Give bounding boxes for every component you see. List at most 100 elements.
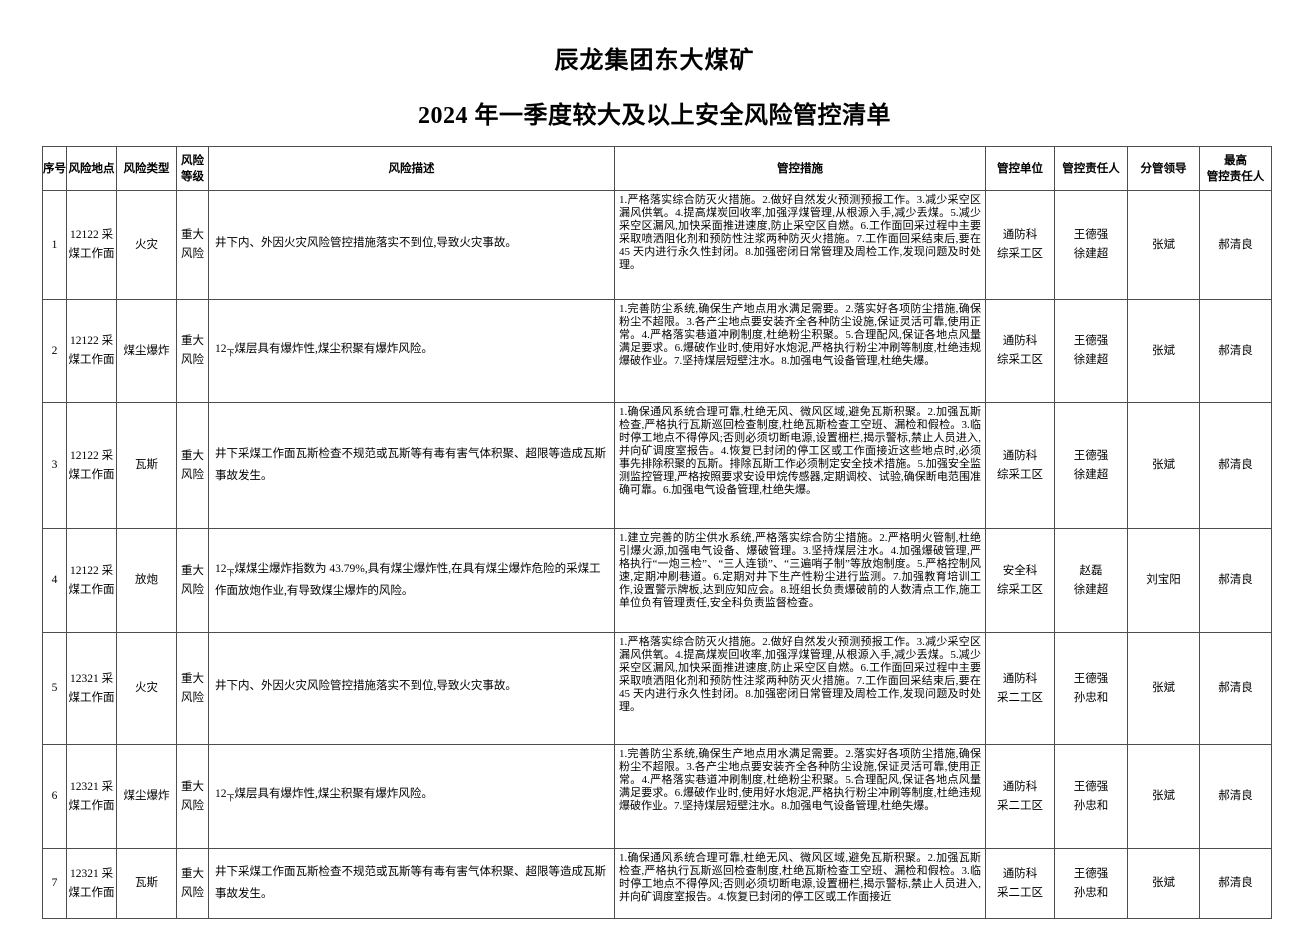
risk-type: 煤尘爆炸 — [116, 744, 177, 849]
control-responsible: 王德强 徐建超 — [1054, 402, 1128, 529]
risk-description-text: 井下内、外因火灾风险管控措施落实不到位,导致火灾事故。 — [215, 236, 517, 249]
risk-description: 12下煤层具有爆炸性,煤尘积聚有爆炸风险。 — [208, 299, 615, 403]
risk-control-table: 序号 风险地点 风险类型 风险等级 风险描述 管控措施 管控单位 管控责任人 分… — [42, 146, 1272, 919]
control-unit: 通防科 采二工区 — [985, 744, 1055, 849]
table-row: 3 12122 采煤工作面 瓦斯 重大风险 井下采煤工作面瓦斯检查不规范或瓦斯等… — [42, 402, 1272, 529]
risk-type: 火灾 — [116, 190, 177, 300]
seam-number: 12 — [215, 788, 227, 801]
control-unit: 通防科 综采工区 — [985, 190, 1055, 300]
control-responsible: 赵磊 徐建超 — [1054, 528, 1128, 633]
control-unit: 通防科 综采工区 — [985, 299, 1055, 403]
seam-number: 12 — [215, 342, 227, 355]
risk-type: 放炮 — [116, 528, 177, 633]
risk-location: 12122 采煤工作面 — [66, 402, 117, 529]
top-responsible: 郝清良 — [1199, 299, 1272, 403]
risk-location: 12122 采煤工作面 — [66, 190, 117, 300]
risk-description-text: 煤煤尘爆炸指数为 43.79%,具有煤尘爆炸性,在具有煤尘爆炸危险的采煤工作面放… — [215, 562, 601, 598]
table-row: 4 12122 采煤工作面 放炮 重大风险 12下煤煤尘爆炸指数为 43.79%… — [42, 528, 1272, 633]
risk-location: 12321 采煤工作面 — [66, 744, 117, 849]
division-leader: 张斌 — [1127, 190, 1200, 300]
risk-level: 重大风险 — [176, 848, 209, 919]
top-responsible: 郝清良 — [1199, 402, 1272, 529]
seam-subscript: 下 — [226, 568, 235, 578]
control-measures: 1.确保通风系统合理可靠,杜绝无风、微风区域,避免瓦斯积聚。2.加强瓦斯检查,严… — [614, 402, 986, 529]
row-number: 3 — [42, 402, 67, 529]
control-measures-text: 1.完善防尘系统,确保生产地点用水满足需要。2.落实好各项防尘措施,确保粉尘不超… — [619, 303, 981, 367]
risk-level: 重大风险 — [176, 299, 209, 403]
header-row: 序号 风险地点 风险类型 风险等级 风险描述 管控措施 管控单位 管控责任人 分… — [42, 146, 1272, 191]
table-row: 1 12122 采煤工作面 火灾 重大风险 井下内、外因火灾风险管控措施落实不到… — [42, 190, 1272, 300]
top-responsible: 郝清良 — [1199, 848, 1272, 919]
risk-level: 重大风险 — [176, 190, 209, 300]
header-location: 风险地点 — [66, 146, 117, 191]
control-measures-text: 1.严格落实综合防灭火措施。2.做好自然发火预测预报工作。3.减少采空区漏风供氧… — [619, 194, 981, 271]
control-responsible: 王德强 徐建超 — [1054, 190, 1128, 300]
header-no: 序号 — [42, 146, 67, 191]
division-leader: 张斌 — [1127, 744, 1200, 849]
control-measures-text: 1.确保通风系统合理可靠,杜绝无风、微风区域,避免瓦斯积聚。2.加强瓦斯检查,严… — [619, 852, 981, 903]
division-leader: 刘宝阳 — [1127, 528, 1200, 633]
top-responsible: 郝清良 — [1199, 528, 1272, 633]
header-type: 风险类型 — [116, 146, 177, 191]
risk-description: 井下内、外因火灾风险管控措施落实不到位,导致火灾事故。 — [208, 632, 615, 745]
control-responsible: 王德强 徐建超 — [1054, 299, 1128, 403]
header-responsible: 管控责任人 — [1054, 146, 1128, 191]
risk-description: 12下煤层具有爆炸性,煤尘积聚有爆炸风险。 — [208, 744, 615, 849]
risk-type: 瓦斯 — [116, 848, 177, 919]
control-measures: 1.严格落实综合防灭火措施。2.做好自然发火预测预报工作。3.减少采空区漏风供氧… — [614, 632, 986, 745]
risk-level: 重大风险 — [176, 402, 209, 529]
document-title: 辰龙集团东大煤矿 — [554, 48, 755, 74]
division-leader: 张斌 — [1127, 402, 1200, 529]
risk-type: 煤尘爆炸 — [116, 299, 177, 403]
row-number: 7 — [42, 848, 67, 919]
risk-level: 重大风险 — [176, 632, 209, 745]
header-description: 风险描述 — [208, 146, 615, 191]
row-number: 5 — [42, 632, 67, 745]
control-unit: 通防科 综采工区 — [985, 402, 1055, 529]
row-number: 2 — [42, 299, 67, 403]
seam-number: 12 — [215, 562, 227, 575]
risk-description-text: 井下采煤工作面瓦斯检查不规范或瓦斯等有毒有害气体积聚、超限等造成瓦斯事故发生。 — [215, 865, 606, 901]
risk-description-text: 煤层具有爆炸性,煤尘积聚有爆炸风险。 — [234, 788, 433, 801]
table-row: 6 12321 采煤工作面 煤尘爆炸 重大风险 12下煤层具有爆炸性,煤尘积聚有… — [42, 744, 1272, 849]
control-measures-text: 1.建立完善的防尘供水系统,严格落实综合防尘措施。2.严格明火管制,杜绝引爆火源… — [619, 532, 981, 609]
division-leader: 张斌 — [1127, 632, 1200, 745]
table-row: 5 12321 采煤工作面 火灾 重大风险 井下内、外因火灾风险管控措施落实不到… — [42, 632, 1272, 745]
seam-subscript: 下 — [226, 793, 235, 803]
risk-description: 井下采煤工作面瓦斯检查不规范或瓦斯等有毒有害气体积聚、超限等造成瓦斯事故发生。 — [208, 848, 615, 919]
header-measures: 管控措施 — [614, 146, 986, 191]
risk-location: 12122 采煤工作面 — [66, 528, 117, 633]
risk-description: 井下采煤工作面瓦斯检查不规范或瓦斯等有毒有害气体积聚、超限等造成瓦斯事故发生。 — [208, 402, 615, 529]
control-measures: 1.严格落实综合防灭火措施。2.做好自然发火预测预报工作。3.减少采空区漏风供氧… — [614, 190, 986, 300]
division-leader: 张斌 — [1127, 299, 1200, 403]
risk-level: 重大风险 — [176, 528, 209, 633]
header-leader: 分管领导 — [1127, 146, 1200, 191]
risk-description-text: 井下内、外因火灾风险管控措施落实不到位,导致火灾事故。 — [215, 680, 517, 693]
control-measures: 1.完善防尘系统,确保生产地点用水满足需要。2.落实好各项防尘措施,确保粉尘不超… — [614, 299, 986, 403]
control-measures: 1.完善防尘系统,确保生产地点用水满足需要。2.落实好各项防尘措施,确保粉尘不超… — [614, 744, 986, 849]
control-responsible: 王德强 孙忠和 — [1054, 632, 1128, 745]
division-leader: 张斌 — [1127, 848, 1200, 919]
seam-subscript: 下 — [226, 348, 235, 358]
top-responsible: 郝清良 — [1199, 190, 1272, 300]
risk-description: 井下内、外因火灾风险管控措施落实不到位,导致火灾事故。 — [208, 190, 615, 300]
control-unit: 通防科 采二工区 — [985, 848, 1055, 919]
control-measures: 1.确保通风系统合理可靠,杜绝无风、微风区域,避免瓦斯积聚。2.加强瓦斯检查,严… — [614, 848, 986, 919]
top-responsible: 郝清良 — [1199, 632, 1272, 745]
risk-description-text: 煤层具有爆炸性,煤尘积聚有爆炸风险。 — [234, 342, 433, 355]
risk-type: 瓦斯 — [116, 402, 177, 529]
top-responsible: 郝清良 — [1199, 744, 1272, 849]
header-level: 风险等级 — [176, 146, 209, 191]
control-responsible: 王德强 孙忠和 — [1054, 744, 1128, 849]
control-measures-text: 1.确保通风系统合理可靠,杜绝无风、微风区域,避免瓦斯积聚。2.加强瓦斯检查,严… — [619, 406, 981, 496]
control-unit: 通防科 采二工区 — [985, 632, 1055, 745]
risk-level: 重大风险 — [176, 744, 209, 849]
risk-description: 12下煤煤尘爆炸指数为 43.79%,具有煤尘爆炸性,在具有煤尘爆炸危险的采煤工… — [208, 528, 615, 633]
control-measures: 1.建立完善的防尘供水系统,严格落实综合防尘措施。2.严格明火管制,杜绝引爆火源… — [614, 528, 986, 633]
control-measures-text: 1.严格落实综合防灭火措施。2.做好自然发火预测预报工作。3.减少采空区漏风供氧… — [619, 636, 981, 713]
risk-location: 12321 采煤工作面 — [66, 848, 117, 919]
row-number: 1 — [42, 190, 67, 300]
table-row: 7 12321 采煤工作面 瓦斯 重大风险 井下采煤工作面瓦斯检查不规范或瓦斯等… — [42, 848, 1272, 919]
document-subtitle: 2024 年一季度较大及以上安全风险管控清单 — [418, 103, 891, 129]
row-number: 6 — [42, 744, 67, 849]
